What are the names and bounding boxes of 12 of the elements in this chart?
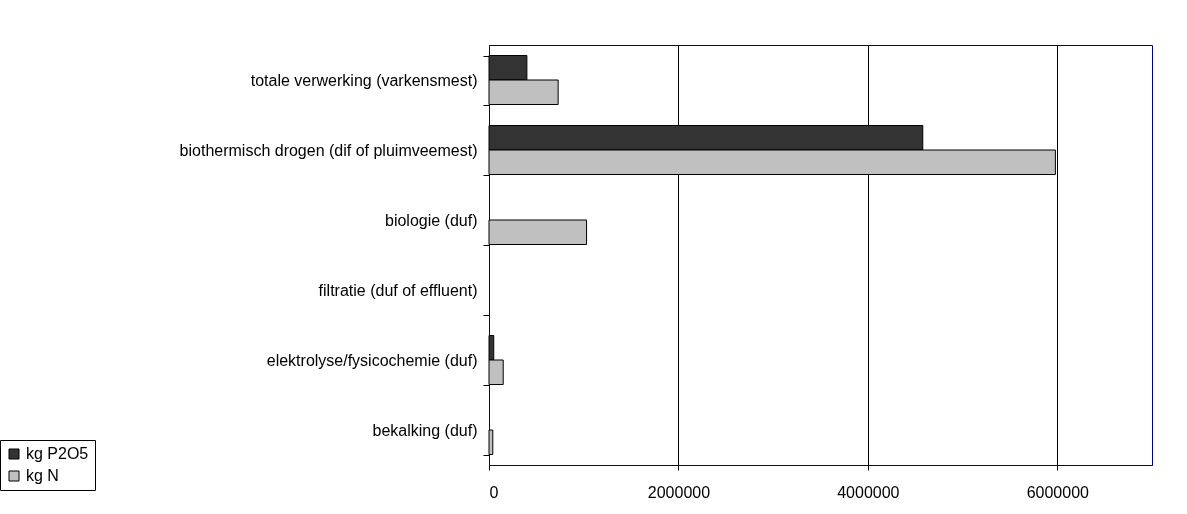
y-tick-label: bekalking (duf) [372, 421, 478, 439]
x-tick-label: 0 [489, 483, 499, 501]
x-tick-label: 4000000 [837, 483, 900, 501]
y-tick-label: filtratie (duf of effluent) [318, 281, 478, 299]
y-tick-label: biothermisch drogen (dif of pluimveemest) [179, 141, 478, 159]
y-tick-label: totale verwerking (varkensmest) [250, 71, 478, 89]
y-tick-label: biologie (duf) [385, 211, 478, 229]
y-tick-label: elektrolyse/fysicochemie (duf) [266, 351, 478, 369]
legend-label: kg N [26, 467, 59, 484]
x-tick-label: 6000000 [1026, 483, 1090, 501]
legend-label: kg P2O5 [26, 445, 89, 462]
x-tick-label: 2000000 [647, 483, 711, 501]
